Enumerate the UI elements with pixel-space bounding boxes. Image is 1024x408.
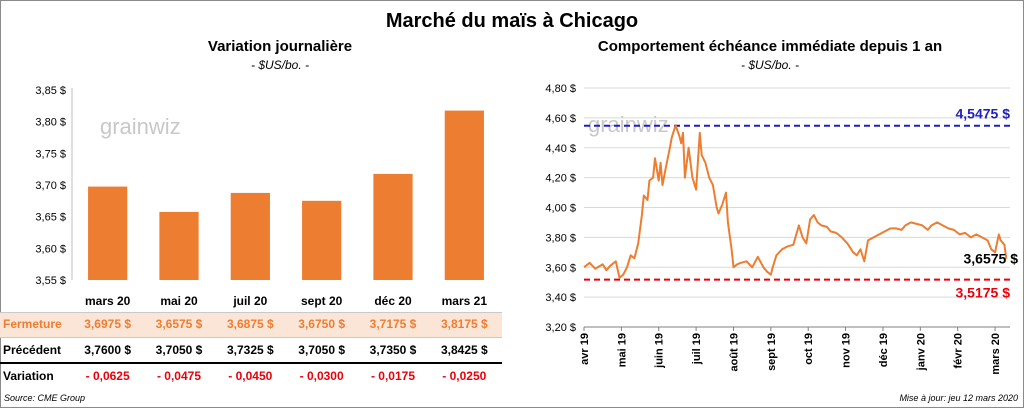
cell-variation: - 0,0450: [228, 369, 273, 383]
ref-line-label: 3,5175 $: [956, 285, 1011, 301]
right-x-tick-label: nov 19: [841, 333, 853, 368]
row-fermeture-band: [0, 312, 502, 338]
cell-fermeture: 3,6575 $: [155, 317, 203, 331]
cell-precedent: 3,7600 $: [84, 343, 132, 357]
ref-line-label: 4,5475 $: [956, 106, 1011, 122]
right-y-tick-label: 3,60 $: [545, 262, 576, 274]
right-y-tick-label: 4,40 $: [545, 143, 576, 155]
right-x-tick-label: août 19: [728, 333, 740, 372]
page-title: Marché du maïs à Chicago: [385, 10, 639, 32]
right-line-chart: 3,20 $ 3,40 $ 3,60 $ 3,80 $ 4,00 $ 4,20 $ 4,40…: [545, 83, 1019, 375]
left-y-tick-label: 3,60 $: [35, 243, 66, 255]
source-note: Source: CME Group: [4, 393, 86, 403]
right-y-tick-label: 4,00 $: [545, 203, 576, 215]
bar-0: [88, 186, 128, 280]
cell-precedent: 3,8425 $: [440, 343, 488, 357]
left-x-label: mars 21: [442, 294, 488, 308]
right-y-tick-label: 4,20 $: [545, 173, 576, 185]
left-chart-unit: - $US/bo. -: [250, 58, 310, 72]
left-bar-chart: 3,55 $ 3,60 $ 3,65 $ 3,70 $ 3,75 $ 3,80 $ 3,85…: [35, 85, 488, 308]
right-x-tick-label: juin 19: [654, 333, 666, 369]
left-y-tick-label: 3,85 $: [35, 85, 66, 97]
right-x-tick-label: juil 19: [691, 333, 703, 365]
cell-variation: - 0,0250: [442, 369, 487, 383]
left-x-label: mars 20: [85, 294, 131, 308]
row-label-fermeture: Fermeture: [3, 317, 62, 331]
right-y-tick-label: 3,40 $: [545, 292, 576, 304]
left-y-tick-label: 3,70 $: [35, 180, 66, 192]
bar-2: [230, 192, 270, 280]
cell-fermeture: 3,8175 $: [440, 317, 488, 331]
cell-variation: - 0,0475: [156, 369, 202, 383]
right-x-tick-label: avr 19: [579, 333, 591, 365]
row-precedent-band: [0, 338, 502, 364]
cell-fermeture: 3,7175 $: [369, 317, 417, 331]
right-x-tick-label: mars 20: [990, 333, 1002, 375]
left-y-tick-label: 3,75 $: [35, 148, 66, 160]
cell-fermeture: 3,6975 $: [84, 317, 132, 331]
cell-variation: - 0,0300: [299, 369, 344, 383]
right-y-tick-label: 4,60 $: [545, 113, 576, 125]
bar-5: [444, 110, 484, 280]
cell-precedent: 3,7050 $: [298, 343, 346, 357]
left-watermark: grainwiz: [100, 114, 181, 139]
left-x-label: mai 20: [160, 294, 198, 308]
left-x-label: sept 20: [301, 294, 343, 308]
cell-variation: - 0,0175: [370, 369, 416, 383]
left-chart-title: Variation journalière: [207, 38, 353, 55]
cell-fermeture: 3,6875 $: [226, 317, 274, 331]
cell-variation: - 0,0625: [85, 369, 130, 383]
row-label-variation: Variation: [3, 369, 54, 383]
bar-1: [159, 211, 199, 280]
left-x-label: juil 20: [232, 294, 267, 308]
right-x-tick-label: sept 19: [766, 333, 778, 371]
left-y-tick-label: 3,65 $: [35, 212, 66, 224]
right-x-tick-label: oct 19: [803, 333, 815, 365]
right-x-tick-label: mai 19: [616, 333, 628, 367]
left-y-tick-label: 3,55 $: [35, 275, 66, 287]
cell-precedent: 3,7325 $: [226, 343, 274, 357]
cell-precedent: 3,7350 $: [369, 343, 417, 357]
right-chart-unit: - $US/bo. -: [740, 58, 800, 72]
right-x-tick-label: févr 20: [953, 333, 965, 368]
update-note: Mise à jour: jeu 12 mars 2020: [899, 393, 1018, 403]
row-label-precedent: Précédent: [3, 343, 62, 357]
left-y-tick-label: 3,80 $: [35, 117, 66, 129]
price-series-line: [583, 124, 1008, 279]
right-x-tick-label: déc 19: [878, 333, 890, 367]
right-chart-title: Comportement échéance immédiate depuis 1…: [597, 38, 943, 55]
right-y-tick-label: 3,80 $: [545, 232, 576, 244]
right-y-tick-label: 4,80 $: [545, 83, 576, 95]
cell-fermeture: 3,6750 $: [298, 317, 346, 331]
cell-precedent: 3,7050 $: [155, 343, 203, 357]
left-x-label: déc 20: [374, 294, 412, 308]
right-watermark: grainwiz: [588, 112, 669, 137]
right-y-tick-label: 3,20 $: [545, 322, 576, 334]
right-x-tick-label: janv 20: [915, 333, 927, 371]
bar-4: [373, 173, 413, 280]
last-value-label: 3,6575 $: [964, 251, 1019, 267]
bar-3: [302, 200, 342, 280]
